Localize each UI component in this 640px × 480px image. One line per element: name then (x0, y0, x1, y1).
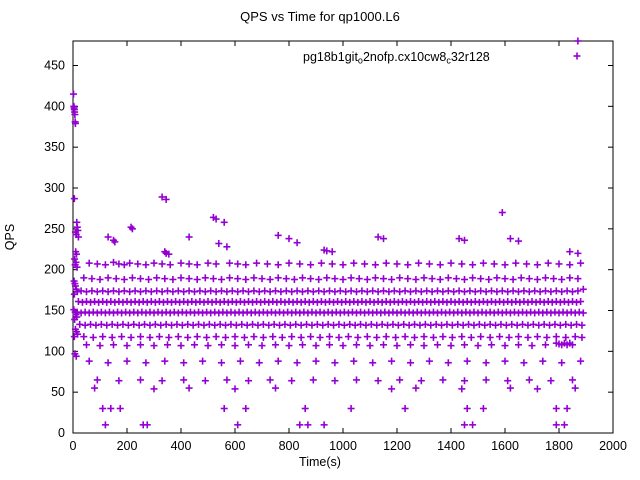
svg-text:300: 300 (44, 181, 65, 195)
svg-text:150: 150 (44, 304, 65, 318)
svg-text:1000: 1000 (329, 439, 357, 453)
svg-text:200: 200 (44, 263, 65, 277)
axis-ticks (72, 41, 614, 434)
legend-series-label: pg18b1gito2nofp.cx10cw8c32r128 (303, 50, 490, 66)
svg-text:800: 800 (279, 439, 300, 453)
svg-text:2000: 2000 (599, 439, 627, 453)
svg-text:1800: 1800 (545, 439, 573, 453)
svg-text:1200: 1200 (383, 439, 411, 453)
svg-text:100: 100 (44, 344, 65, 358)
svg-text:450: 450 (44, 59, 65, 73)
svg-text:250: 250 (44, 222, 65, 236)
svg-text:400: 400 (44, 99, 65, 113)
svg-text:50: 50 (51, 385, 65, 399)
svg-text:1400: 1400 (437, 439, 465, 453)
svg-text:1600: 1600 (491, 439, 519, 453)
svg-text:0: 0 (70, 439, 77, 453)
svg-text:200: 200 (117, 439, 138, 453)
svg-text:400: 400 (171, 439, 192, 453)
svg-text:350: 350 (44, 140, 65, 154)
axis-tick-labels: 0 200 400 600 800 1000 1200 1400 1600 1800 2000 0 50… (44, 59, 627, 454)
svg-text:600: 600 (225, 439, 246, 453)
x-axis-label: Time(s) (299, 455, 341, 469)
legend-marker (573, 52, 581, 60)
svg-text:0: 0 (58, 426, 65, 440)
chart-title: QPS vs Time for qp1000.L6 (240, 9, 400, 24)
plot-frame (72, 40, 614, 434)
data-points (70, 37, 587, 429)
